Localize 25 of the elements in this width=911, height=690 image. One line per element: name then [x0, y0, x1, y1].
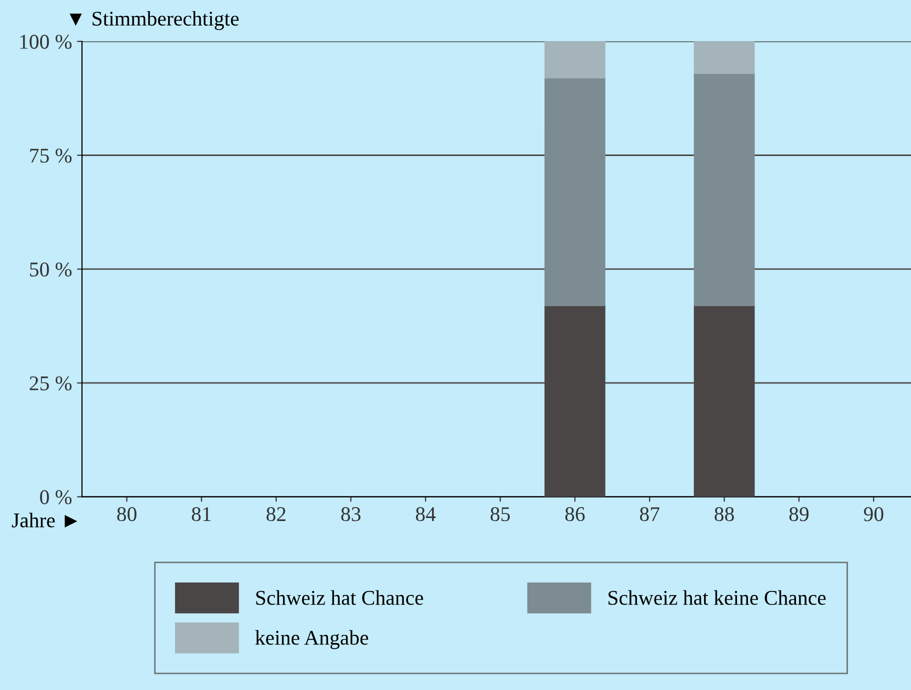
x-tick-label: 88: [714, 507, 734, 522]
x-tick-label: 81: [192, 507, 211, 522]
x-tick-label: 89: [789, 507, 809, 522]
bar: [694, 41, 755, 74]
x-tick-label: 83: [341, 507, 360, 522]
bar: [544, 77, 606, 306]
x-tick-label: 82: [266, 507, 286, 522]
x-tick-label: 90: [864, 507, 884, 522]
x-tick-label: 85: [490, 507, 510, 522]
bar: [544, 41, 606, 78]
legend-label: Schweiz hat Chance: [256, 590, 424, 605]
y-tick-label: 25 %: [30, 376, 72, 390]
x-tick-label: 80: [117, 507, 136, 522]
y-tick-label: 50 %: [30, 262, 72, 277]
x-axis-title: Jahre ►: [12, 512, 78, 528]
x-tick-label: 87: [640, 507, 660, 522]
bar: [694, 72, 755, 306]
y-tick-label: 100 %: [20, 34, 72, 49]
x-tick-label: 84: [416, 507, 436, 522]
legend-label: Schweiz hat keine Chance: [608, 590, 826, 605]
y-axis-title: ▼ Stimmberechtigte: [70, 11, 239, 30]
y-tick-label: 75 %: [30, 148, 72, 163]
x-tick-label: 86: [565, 507, 585, 522]
y-tick-label: 0 %: [40, 490, 72, 504]
legend-label: keine Angabe: [255, 630, 368, 650]
